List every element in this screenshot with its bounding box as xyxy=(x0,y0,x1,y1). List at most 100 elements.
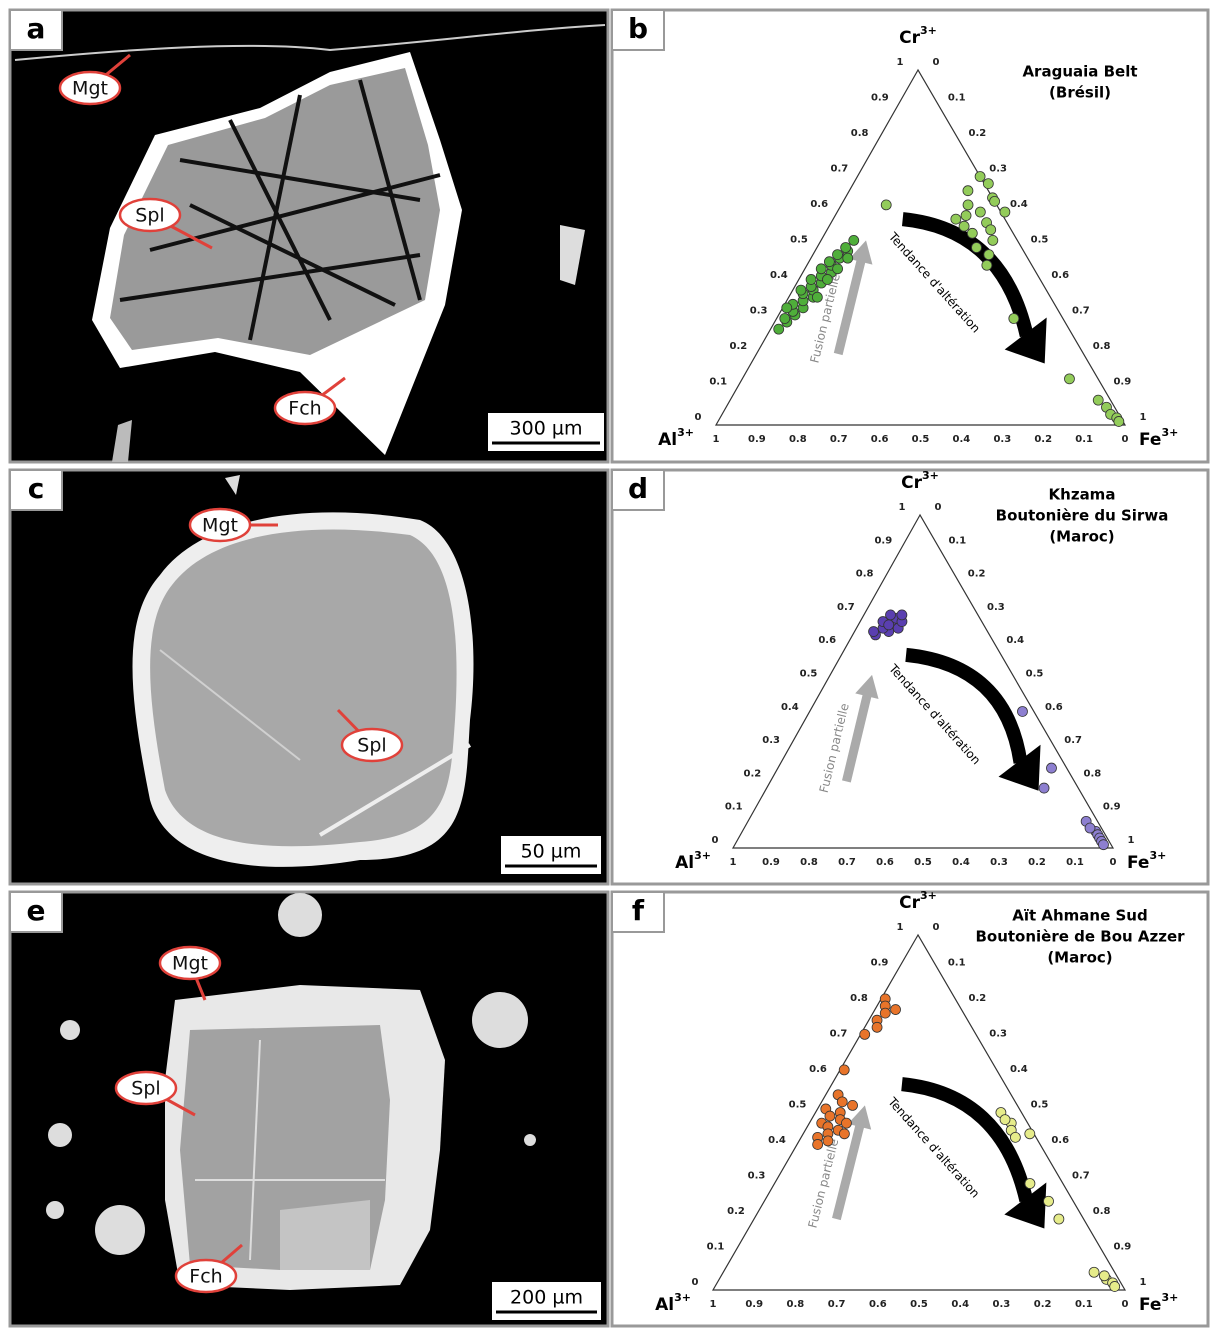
callout-label: Mgt xyxy=(172,953,208,975)
data-point xyxy=(1113,416,1125,427)
fe-tick-label: 0.6 xyxy=(1045,702,1063,713)
cr-tick-label: 0.8 xyxy=(856,569,874,580)
apex-label: Cr3+ xyxy=(899,889,937,913)
callout-bubble xyxy=(273,390,337,426)
scale-box xyxy=(492,1282,601,1320)
cr-tick-label: 1 xyxy=(897,922,904,933)
cr-tick-label: 0.7 xyxy=(830,1029,848,1040)
data-point xyxy=(1084,822,1096,834)
data-point xyxy=(815,263,827,275)
cr-tick-label: 0.1 xyxy=(709,377,727,388)
fe-tick-label: 0.1 xyxy=(948,535,966,546)
chart-title: Aït Ahmane Sud xyxy=(1012,907,1147,925)
chart-title: Araguaia Belt xyxy=(1022,63,1137,81)
callout-label: Spl xyxy=(131,1078,160,1100)
fragment xyxy=(278,893,322,937)
panel-letter: e xyxy=(27,894,46,927)
cr-tick-label: 0.4 xyxy=(781,702,799,713)
cr-tick-label: 0.2 xyxy=(730,341,748,352)
callout-label: Mgt xyxy=(72,78,108,100)
data-point xyxy=(958,220,970,232)
data-point xyxy=(999,206,1011,218)
cr-tick-label: 0.5 xyxy=(790,235,808,246)
fragment xyxy=(112,420,132,462)
data-point xyxy=(989,195,1000,207)
fe-tick-label: 0.5 xyxy=(1031,1100,1049,1111)
apex-sup: 3+ xyxy=(920,24,937,37)
data-point xyxy=(1024,1178,1036,1189)
data-point xyxy=(839,1128,850,1140)
al-tick-label: 0.1 xyxy=(1075,1299,1093,1310)
panel-letter: f xyxy=(632,894,645,927)
chart-title: (Brésil) xyxy=(1049,84,1111,102)
data-point xyxy=(859,1029,871,1040)
fe-tick-label: 0 xyxy=(935,502,942,513)
apex-text: Cr xyxy=(901,473,922,493)
al-tick-label: 0.8 xyxy=(800,857,818,868)
data-point xyxy=(812,1139,824,1150)
crack xyxy=(119,253,421,302)
data-point xyxy=(987,234,999,246)
al-tick-label: 0.2 xyxy=(1034,1299,1052,1310)
data-point xyxy=(1109,1281,1121,1292)
chart-title: Boutonière de Bou Azzer xyxy=(975,928,1185,946)
fe-tick-label: 1 xyxy=(1128,835,1135,846)
cr-tick-label: 0.8 xyxy=(851,128,869,139)
al-tick-label: 0.5 xyxy=(912,434,930,445)
fragment xyxy=(60,1020,80,1040)
data-point xyxy=(890,1004,901,1015)
crack xyxy=(159,649,301,761)
chart-title: (Maroc) xyxy=(1047,949,1112,967)
grain xyxy=(14,24,606,462)
fe-tick-label: 0 xyxy=(933,922,940,933)
fe-tick-label: 0.7 xyxy=(1072,306,1090,317)
apex-label: Al3+ xyxy=(658,426,694,450)
fe-tick-label: 0.8 xyxy=(1093,341,1111,352)
alteration-arrow xyxy=(905,647,1028,764)
alteration-arrowhead xyxy=(1004,1182,1047,1229)
data-point xyxy=(842,252,854,264)
fe-tick-label: 0.2 xyxy=(969,993,987,1004)
crack xyxy=(195,1039,385,1261)
al-tick-label: 0.9 xyxy=(745,1299,763,1310)
apex-label: Cr3+ xyxy=(899,24,937,48)
cr-tick-label: 0.3 xyxy=(748,1171,766,1182)
data-point xyxy=(811,291,823,303)
crack xyxy=(179,158,421,202)
data-point xyxy=(1098,1270,1110,1282)
fe-tick-label: 0.7 xyxy=(1064,735,1082,746)
spinel-core xyxy=(150,529,457,847)
cr-tick-label: 1 xyxy=(897,57,904,68)
fragment xyxy=(46,1201,64,1219)
apex-text: Fe xyxy=(1139,430,1161,450)
callout-bubble xyxy=(118,197,182,233)
apex-text: Cr xyxy=(899,893,920,913)
data-point xyxy=(848,234,860,246)
cr-tick-label: 0.8 xyxy=(850,993,868,1004)
data-point xyxy=(795,284,807,296)
cr-tick-label: 0.1 xyxy=(707,1242,725,1253)
crack xyxy=(318,743,472,837)
scale-label: 200 µm xyxy=(510,1287,583,1309)
fe-tick-label: 0.2 xyxy=(968,569,986,580)
fe-tick-label: 1 xyxy=(1140,1277,1147,1288)
scale-label: 50 µm xyxy=(521,841,582,863)
fe-tick-label: 0.3 xyxy=(987,602,1005,613)
fe-tick-label: 0.5 xyxy=(1026,669,1044,680)
panel-letter: b xyxy=(628,12,648,45)
data-point xyxy=(1098,839,1109,851)
panel-letter-box xyxy=(611,469,665,511)
cr-tick-label: 0.5 xyxy=(800,669,818,680)
data-point xyxy=(880,199,892,211)
fe-tick-label: 0.4 xyxy=(1006,635,1024,646)
callout-bubble xyxy=(114,1070,178,1106)
data-point xyxy=(836,1096,848,1108)
data-point xyxy=(840,242,852,253)
apex-sup: 3+ xyxy=(1149,849,1166,862)
chart-title: (Maroc) xyxy=(1049,528,1114,546)
fe-tick-label: 0 xyxy=(933,57,940,68)
panel-letter-box xyxy=(9,469,63,511)
chart-panel xyxy=(610,468,1210,886)
fe-tick-label: 0.4 xyxy=(1010,199,1028,210)
